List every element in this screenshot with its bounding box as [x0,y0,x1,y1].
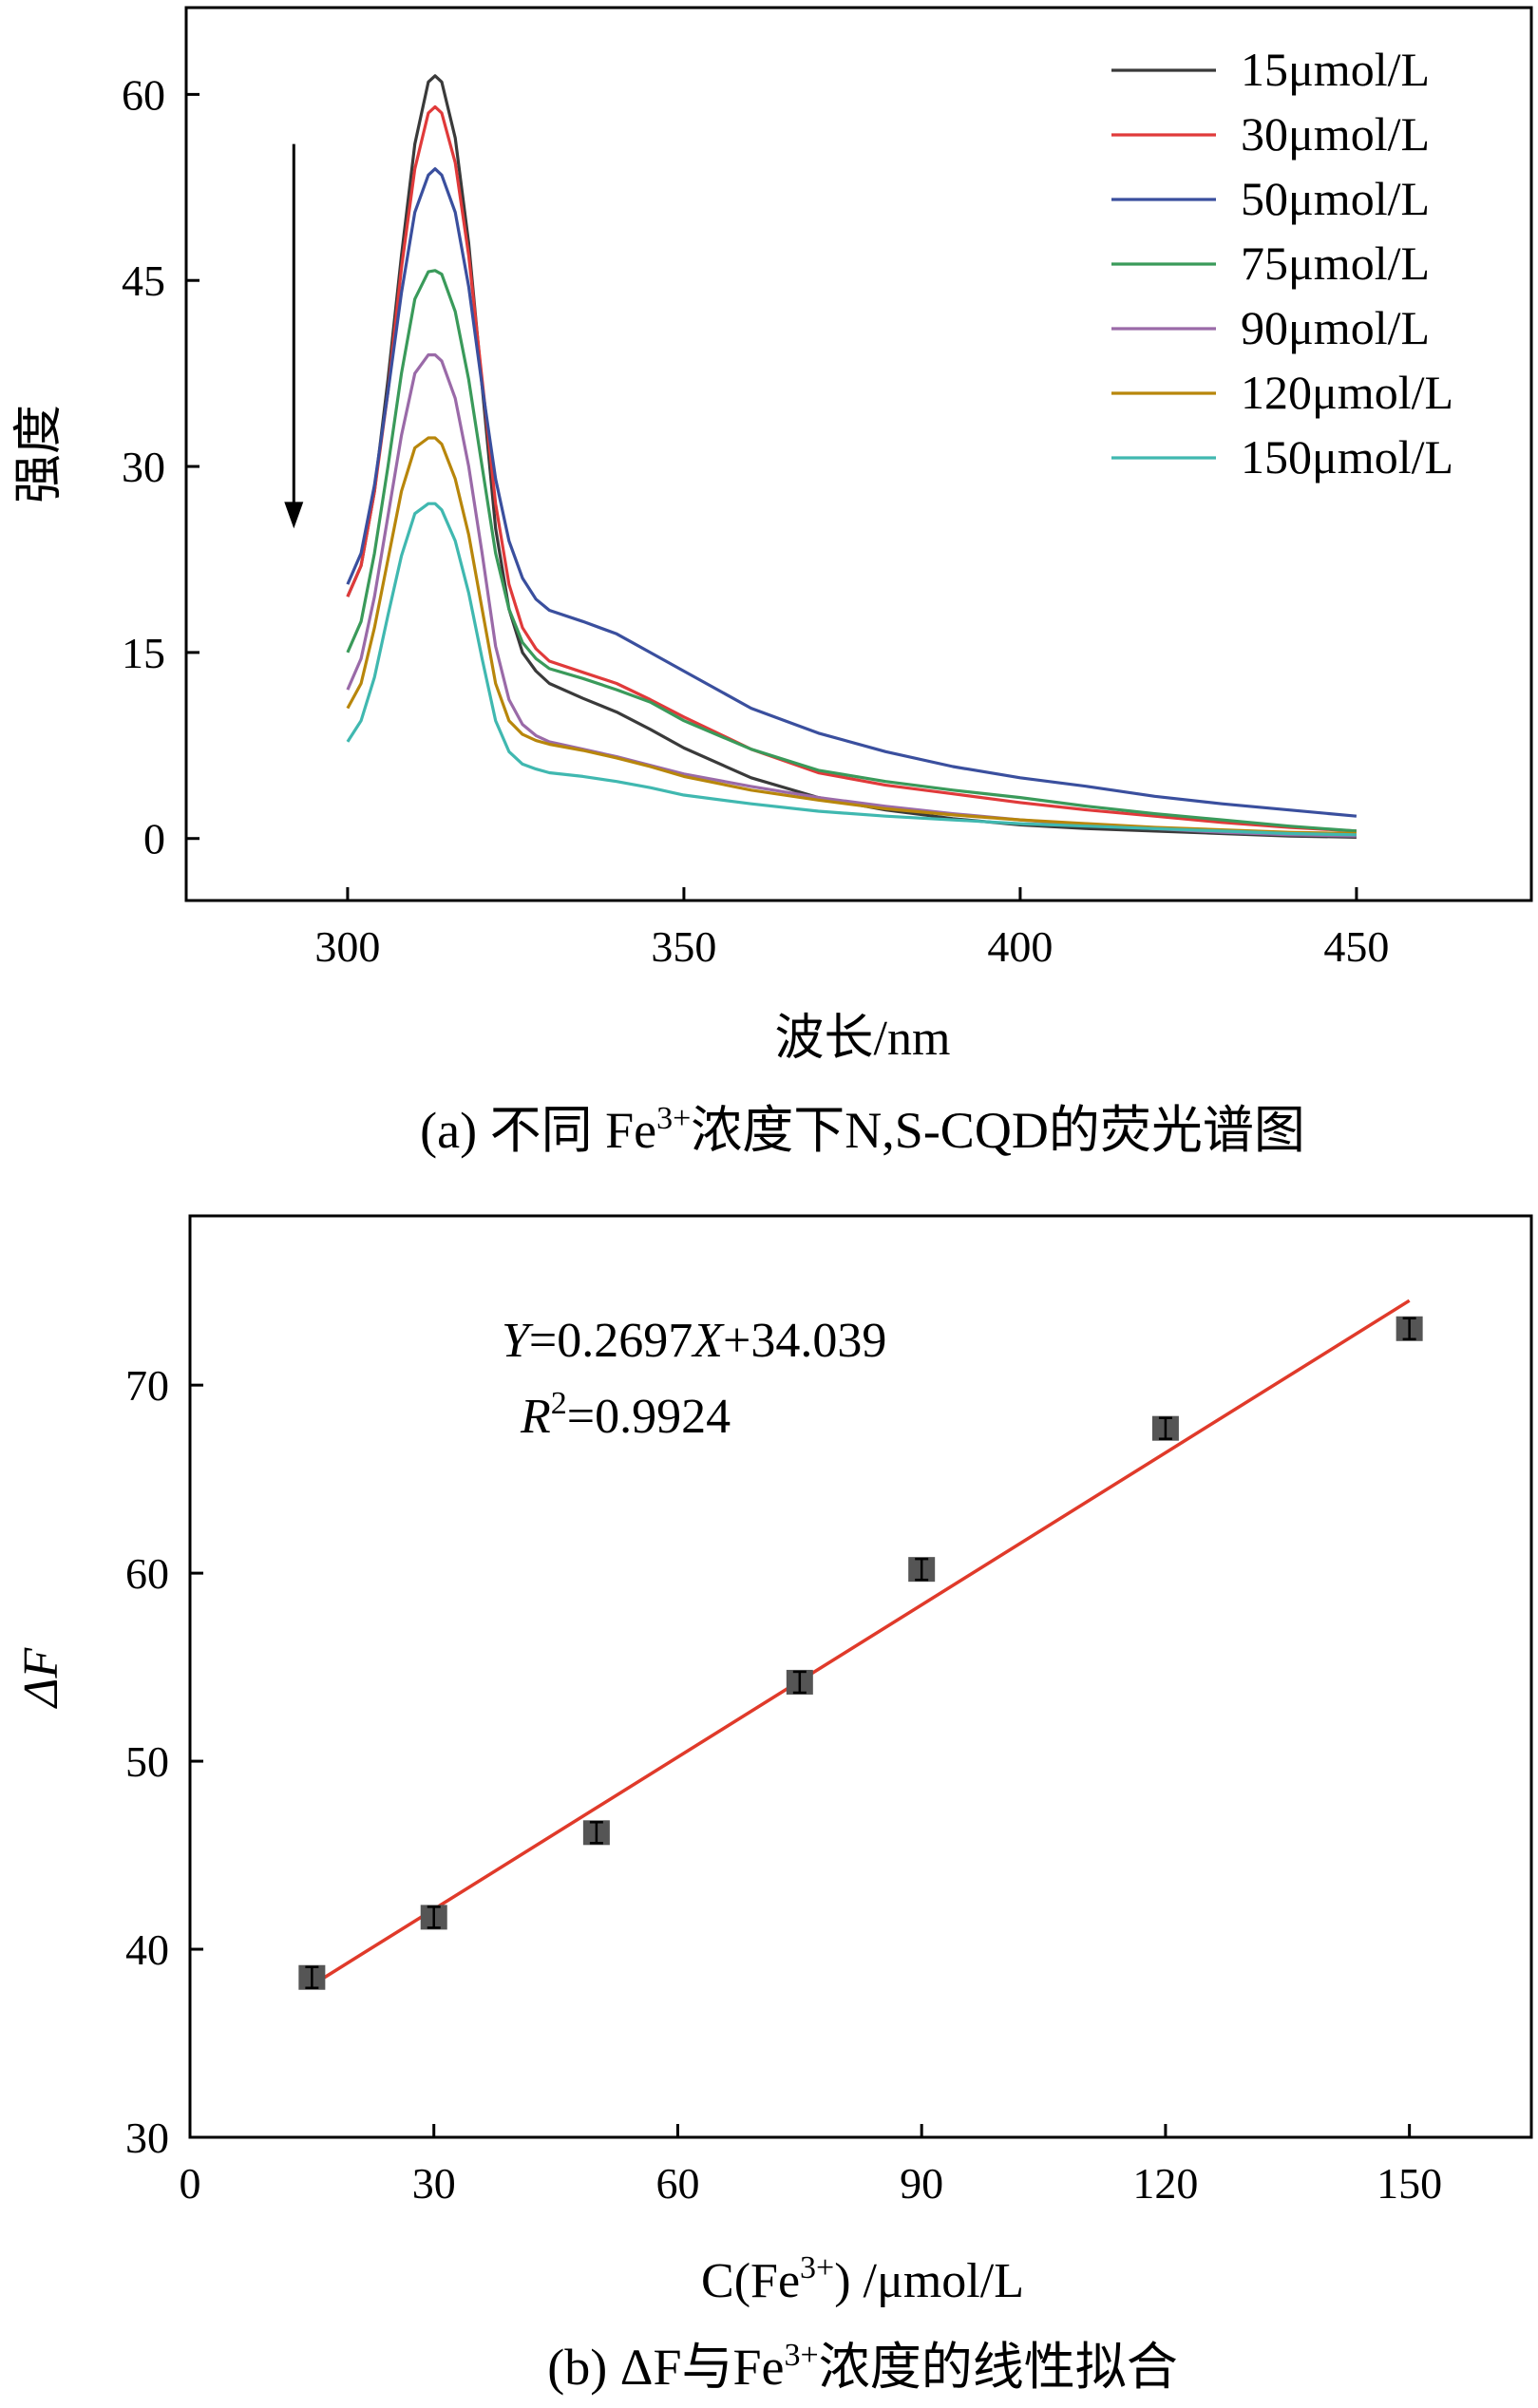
data-point [1396,1316,1423,1341]
fit-line [311,1299,1411,1987]
data-point [1151,1415,1179,1441]
caption-b-suffix: 浓度的线性拟合 [819,2339,1178,2396]
data-point [420,1905,447,1930]
y-axis-label-a: 强度 [12,405,66,503]
x-tick-label-b: 90 [900,2159,943,2208]
x-axis-label-b: C(Fe3+) /μmol/L [701,2250,1024,2308]
caption-b-sup: 3+ [785,2338,819,2373]
y-tick-label-a: 0 [143,815,165,863]
eq-mid: =0.2697 [529,1314,693,1368]
y-tick-label-b: 30 [125,2114,169,2162]
y-tick-label-b: 40 [125,1925,169,1974]
y-tick-label-a: 30 [122,443,165,491]
x-tick-label-b: 60 [655,2159,699,2208]
x-tick-label-a: 350 [651,922,716,971]
caption-a-suffix: 浓度下N,S-CQD的荧光谱图 [691,1102,1305,1159]
x-tick-label-b: 0 [180,2159,201,2208]
caption-a: (a) 不同 Fe3+浓度下N,S-CQD的荧光谱图 [420,1101,1305,1159]
arrow-head [284,502,304,529]
eq-y-var: Y [502,1314,534,1368]
r2-value: =0.9924 [567,1390,731,1444]
legend-label: 90μmol/L [1241,301,1430,354]
y-tick-label-b: 60 [125,1549,169,1598]
eq-x-var: X [691,1314,725,1368]
y-tick-label-a: 45 [122,256,165,305]
tick-group-a: 300 350 400 450 0 15 30 45 60 [122,70,1389,971]
x-axis-label-a: 波长/nm [775,1012,951,1066]
r-squared: R2=0.9924 [520,1386,731,1444]
x-tick-label-a: 400 [987,922,1053,971]
x-tick-label-a: 300 [314,922,380,971]
caption-b: (b) ΔF与Fe3+浓度的线性拟合 [547,2338,1177,2396]
caption-a-prefix: (a) 不同 Fe [420,1102,656,1159]
eq-rest: +34.039 [723,1314,886,1368]
caption-b-prefix: (b) ΔF与Fe [547,2339,784,2396]
series-line-90molL [346,353,1357,838]
series-line-50molL [346,167,1358,818]
y-axis-label-b: ΔF [14,1647,68,1710]
y-tick-label-b: 50 [125,1737,169,1786]
decrease-arrow [284,143,304,529]
series-line-30molL [346,104,1357,833]
x-tick-label-b: 120 [1132,2159,1198,2208]
series-line-75molL [346,269,1358,833]
legend-label: 120μmol/L [1241,366,1453,419]
data-point [908,1557,936,1583]
series-line-150molL [346,502,1357,837]
caption-a-sup: 3+ [656,1101,691,1136]
y-tick-label-a: 15 [122,629,165,677]
series-group-a [346,74,1358,839]
x-label-b-suffix: ) /μmol/L [834,2254,1024,2308]
legend-label: 75μmol/L [1241,237,1430,290]
data-point [298,1964,326,1990]
y-tick-label-b: 70 [125,1361,169,1410]
x-label-b-prefix: C(Fe [701,2254,800,2308]
legend-label: 30μmol/L [1241,107,1430,161]
plot-frame-b [188,1214,1533,2139]
x-tick-label-b: 150 [1377,2159,1442,2208]
y-tick-label-a: 60 [122,70,165,119]
r2-sup: 2 [551,1386,567,1421]
legend-label: 150μmol/L [1241,430,1453,483]
x-tick-label-a: 450 [1323,922,1389,971]
r2-var: R [520,1390,551,1444]
legend-label: 15μmol/L [1241,43,1430,96]
legend-label: 50μmol/L [1241,172,1430,225]
plot-frame-a [184,6,1533,902]
x-tick-label-b: 30 [412,2159,456,2208]
fit-equation: Y=0.2697X+34.039 [502,1314,886,1368]
series-line-120molL [346,436,1357,836]
data-point [582,1820,610,1846]
points-group-b [298,1316,1423,1990]
spectra-panel: 300 350 400 450 0 15 30 45 60 15μmol/L 30μmol/L 50… [12,6,1533,1159]
data-point [786,1669,813,1695]
legend-a: 15μmol/L 30μmol/L 50μmol/L 75μmol/L 90μmol/L… [1111,43,1453,483]
x-label-b-sup: 3+ [800,2250,834,2285]
